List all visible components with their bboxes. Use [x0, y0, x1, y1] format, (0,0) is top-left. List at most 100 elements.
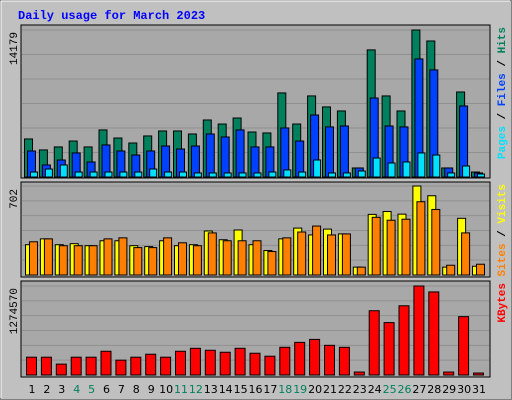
- legend-separator: /: [497, 106, 509, 126]
- bar: [88, 245, 98, 276]
- bar: [119, 171, 128, 178]
- bar: [44, 168, 53, 178]
- bar: [205, 133, 215, 178]
- bar: [282, 237, 292, 276]
- bar: [416, 201, 426, 276]
- x-tick-label: 4: [73, 383, 80, 396]
- legend-entry: Hits: [497, 27, 509, 53]
- bar: [461, 232, 471, 276]
- legend-entry: KBytes: [497, 283, 509, 323]
- x-tick-label: 24: [368, 383, 382, 396]
- bar: [443, 371, 455, 376]
- legend-separator: /: [497, 224, 509, 244]
- bar: [118, 237, 128, 276]
- bar: [432, 154, 441, 178]
- bar: [339, 125, 349, 178]
- x-tick-label: 2: [43, 383, 50, 396]
- bar: [431, 208, 441, 276]
- x-tick-label: 16: [249, 383, 263, 396]
- x-tick-label: 26: [398, 383, 412, 396]
- bar: [309, 338, 321, 376]
- bar: [462, 165, 471, 178]
- bar: [279, 346, 291, 376]
- bar: [313, 159, 322, 178]
- bar: [473, 372, 484, 376]
- bar: [238, 172, 247, 178]
- bar: [43, 238, 53, 276]
- bar: [446, 264, 456, 276]
- bar: [204, 349, 216, 376]
- bar: [368, 310, 380, 376]
- legend: KBytes: [497, 283, 509, 323]
- legend: Pages / Files / Hits: [497, 27, 509, 159]
- bar: [115, 359, 127, 376]
- bar: [40, 356, 52, 376]
- x-tick-label: 12: [189, 383, 203, 396]
- x-tick-label: 31: [472, 383, 486, 396]
- bar: [163, 237, 173, 276]
- bar: [312, 225, 322, 276]
- legend-entry: Pages: [497, 126, 509, 159]
- bar: [325, 126, 334, 178]
- legend-entry: Visits: [497, 184, 509, 224]
- bar: [398, 305, 410, 376]
- y-tick-label: 1274570: [9, 288, 21, 334]
- x-tick-label: 18: [278, 383, 292, 396]
- y-tick-label: 702: [9, 189, 21, 209]
- bar: [219, 351, 231, 376]
- bar: [252, 240, 262, 276]
- bar: [130, 356, 142, 376]
- bar: [149, 168, 158, 178]
- y-tick-label: 14179: [9, 32, 21, 65]
- x-tick-label: 6: [103, 383, 110, 396]
- bar: [100, 350, 112, 376]
- x-tick-label: 7: [118, 383, 125, 396]
- bar: [73, 245, 83, 276]
- x-tick-label: 9: [148, 383, 155, 396]
- bar: [298, 171, 307, 178]
- bar: [476, 263, 485, 276]
- bar: [160, 356, 172, 376]
- bar: [178, 242, 187, 276]
- bar: [134, 171, 143, 178]
- bar: [477, 173, 485, 178]
- bar: [175, 350, 186, 376]
- x-tick-label: 1: [29, 383, 36, 396]
- chart-title: Daily usage for March 2023: [18, 9, 205, 23]
- bar: [55, 363, 67, 376]
- x-tick-label: 25: [383, 383, 397, 396]
- bar: [133, 247, 143, 276]
- bar: [70, 356, 82, 376]
- x-tick-label: 28: [427, 383, 441, 396]
- x-tick-label: 27: [412, 383, 426, 396]
- bar: [324, 344, 335, 376]
- x-tick-label: 15: [234, 383, 248, 396]
- bar: [458, 316, 470, 376]
- bar: [223, 172, 232, 178]
- bar: [372, 157, 381, 178]
- bar: [341, 233, 351, 276]
- bar: [342, 172, 351, 178]
- bar: [237, 240, 247, 276]
- bar: [268, 171, 277, 178]
- x-tick-label: 5: [88, 383, 95, 396]
- bar: [249, 352, 261, 376]
- bar: [386, 219, 396, 276]
- x-tick-label: 29: [442, 383, 456, 396]
- legend-entry: Sites: [497, 243, 509, 276]
- bar: [145, 353, 157, 376]
- bar: [357, 170, 366, 178]
- bar: [338, 346, 350, 376]
- bar: [222, 240, 232, 276]
- bar: [387, 162, 396, 178]
- bar: [85, 356, 97, 376]
- bar: [189, 347, 201, 376]
- x-tick-label: 11: [174, 383, 188, 396]
- bar: [417, 152, 426, 178]
- x-tick-label: 20: [308, 383, 322, 396]
- bar: [267, 251, 277, 276]
- x-tick-label: 14: [219, 383, 233, 396]
- bar: [89, 171, 98, 178]
- x-tick-label: 23: [353, 383, 367, 396]
